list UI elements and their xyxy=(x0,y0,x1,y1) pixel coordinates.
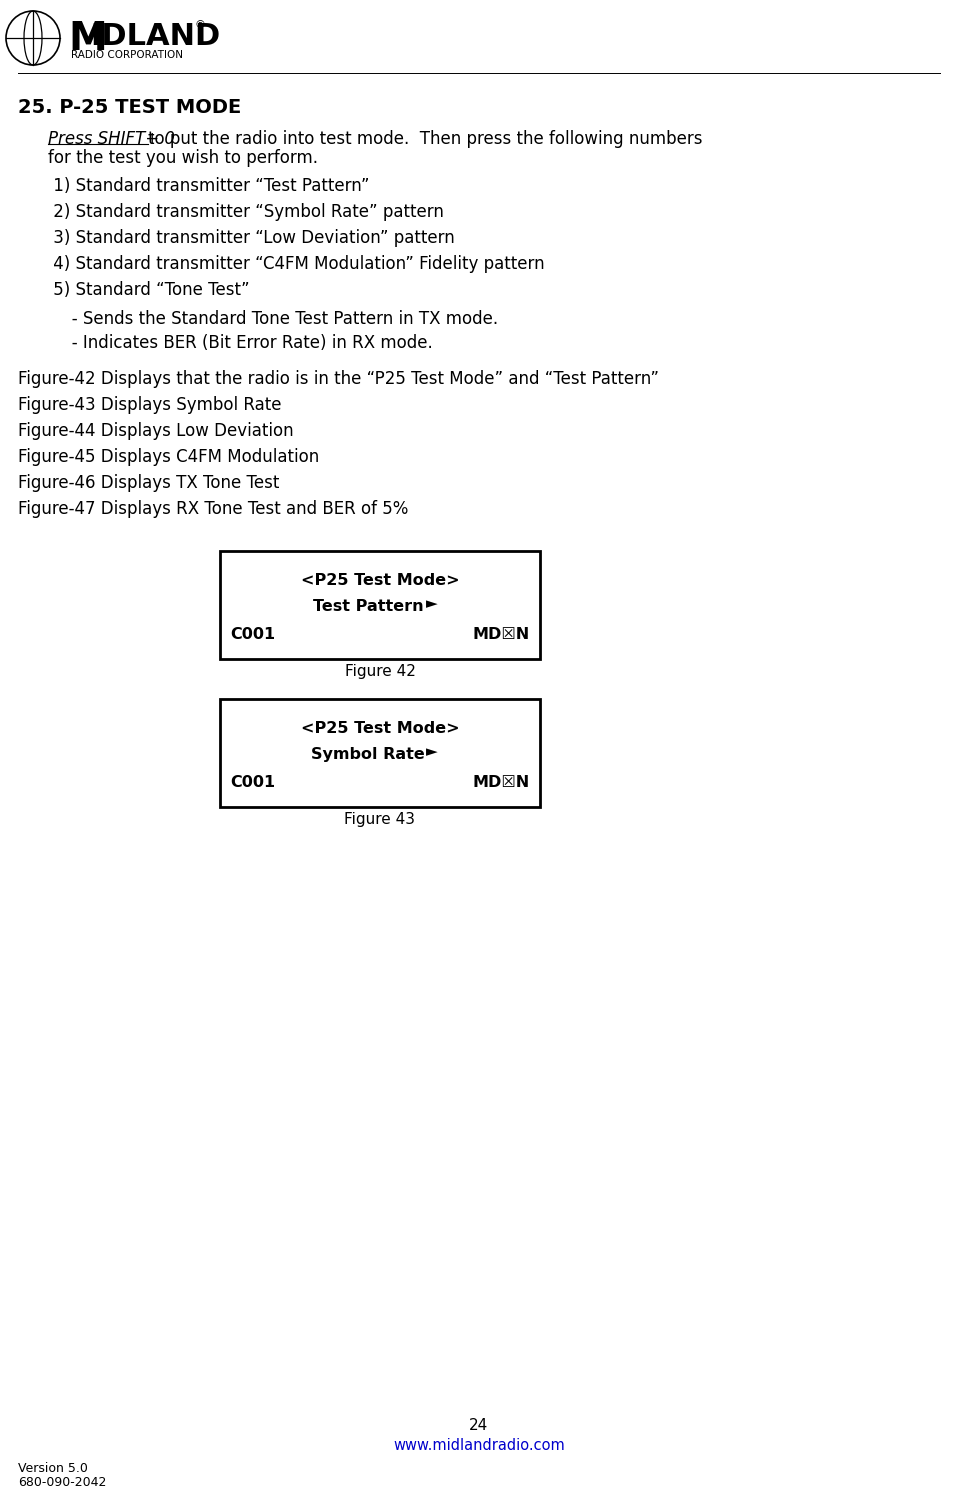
Text: 3) Standard transmitter “Low Deviation” pattern: 3) Standard transmitter “Low Deviation” … xyxy=(48,228,455,248)
Text: www.midlandradio.com: www.midlandradio.com xyxy=(393,1438,565,1453)
Text: Test Pattern: Test Pattern xyxy=(312,598,423,615)
Text: 5) Standard “Tone Test”: 5) Standard “Tone Test” xyxy=(48,280,250,298)
Text: - Sends the Standard Tone Test Pattern in TX mode.: - Sends the Standard Tone Test Pattern i… xyxy=(56,310,498,328)
Bar xyxy=(220,551,540,659)
Text: C001: C001 xyxy=(230,627,275,642)
Text: to put the radio into test mode.  Then press the following numbers: to put the radio into test mode. Then pr… xyxy=(148,130,703,148)
Text: C001: C001 xyxy=(230,774,275,789)
Text: 25. P-25 TEST MODE: 25. P-25 TEST MODE xyxy=(18,98,241,116)
Text: ►: ► xyxy=(426,745,438,759)
Text: ►: ► xyxy=(426,595,438,612)
Text: <P25 Test Mode>: <P25 Test Mode> xyxy=(301,573,459,588)
Text: Press SHIFT+ 0: Press SHIFT+ 0 xyxy=(48,130,180,148)
Text: - Indicates BER (Bit Error Rate) in RX mode.: - Indicates BER (Bit Error Rate) in RX m… xyxy=(56,334,433,352)
Text: Figure 42: Figure 42 xyxy=(345,664,416,679)
Text: 24: 24 xyxy=(469,1417,489,1432)
Bar xyxy=(220,698,540,807)
Text: RADIO CORPORATION: RADIO CORPORATION xyxy=(71,51,183,60)
Text: <P25 Test Mode>: <P25 Test Mode> xyxy=(301,721,459,736)
Text: MD☒N: MD☒N xyxy=(472,627,530,642)
Text: Figure-46 Displays TX Tone Test: Figure-46 Displays TX Tone Test xyxy=(18,474,280,492)
Text: Symbol Rate: Symbol Rate xyxy=(311,747,425,762)
Text: MD☒N: MD☒N xyxy=(472,774,530,789)
Text: Figure 43: Figure 43 xyxy=(345,812,416,827)
Text: for the test you wish to perform.: for the test you wish to perform. xyxy=(48,149,318,167)
Text: 4) Standard transmitter “C4FM Modulation” Fidelity pattern: 4) Standard transmitter “C4FM Modulation… xyxy=(48,255,545,273)
Text: 680-090-2042: 680-090-2042 xyxy=(18,1476,106,1489)
Text: Figure-47 Displays RX Tone Test and BER of 5%: Figure-47 Displays RX Tone Test and BER … xyxy=(18,500,408,518)
Text: Figure-42 Displays that the radio is in the “P25 Test Mode” and “Test Pattern”: Figure-42 Displays that the radio is in … xyxy=(18,370,659,388)
Text: ®: ® xyxy=(195,19,206,30)
Text: M: M xyxy=(68,19,106,58)
Text: Figure-45 Displays C4FM Modulation: Figure-45 Displays C4FM Modulation xyxy=(18,448,319,466)
Text: Figure-44 Displays Low Deviation: Figure-44 Displays Low Deviation xyxy=(18,422,293,440)
Text: Figure-43 Displays Symbol Rate: Figure-43 Displays Symbol Rate xyxy=(18,395,282,413)
Text: 1) Standard transmitter “Test Pattern”: 1) Standard transmitter “Test Pattern” xyxy=(48,178,370,195)
Text: IDLAND: IDLAND xyxy=(90,22,220,51)
Text: 2) Standard transmitter “Symbol Rate” pattern: 2) Standard transmitter “Symbol Rate” pa… xyxy=(48,203,444,221)
Text: Version 5.0: Version 5.0 xyxy=(18,1462,88,1476)
